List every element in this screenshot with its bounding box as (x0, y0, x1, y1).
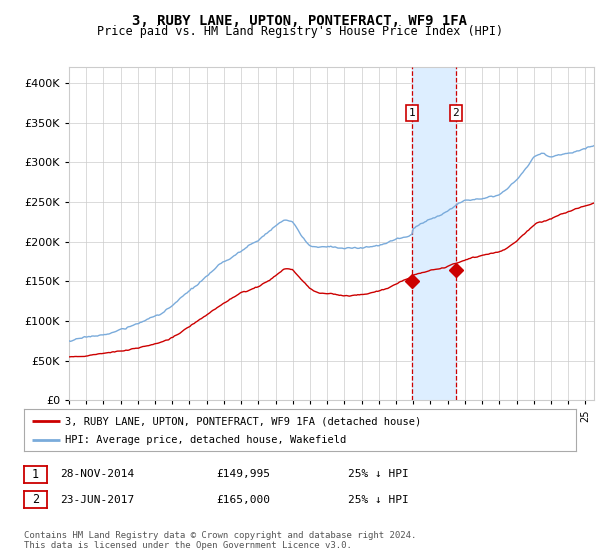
Text: 23-JUN-2017: 23-JUN-2017 (60, 494, 134, 505)
Text: 3, RUBY LANE, UPTON, PONTEFRACT, WF9 1FA: 3, RUBY LANE, UPTON, PONTEFRACT, WF9 1FA (133, 14, 467, 28)
Text: 2: 2 (452, 108, 460, 118)
Text: 25% ↓ HPI: 25% ↓ HPI (348, 469, 409, 479)
Text: 3, RUBY LANE, UPTON, PONTEFRACT, WF9 1FA (detached house): 3, RUBY LANE, UPTON, PONTEFRACT, WF9 1FA… (65, 417, 422, 426)
Text: 2: 2 (32, 493, 39, 506)
Text: 1: 1 (32, 468, 39, 481)
Text: 25% ↓ HPI: 25% ↓ HPI (348, 494, 409, 505)
Text: HPI: Average price, detached house, Wakefield: HPI: Average price, detached house, Wake… (65, 435, 347, 445)
Text: 1: 1 (409, 108, 415, 118)
Text: Contains HM Land Registry data © Crown copyright and database right 2024.
This d: Contains HM Land Registry data © Crown c… (24, 531, 416, 550)
Text: 28-NOV-2014: 28-NOV-2014 (60, 469, 134, 479)
Text: £165,000: £165,000 (216, 494, 270, 505)
Text: Price paid vs. HM Land Registry's House Price Index (HPI): Price paid vs. HM Land Registry's House … (97, 25, 503, 38)
Text: £149,995: £149,995 (216, 469, 270, 479)
Bar (412, 67, 456, 400)
